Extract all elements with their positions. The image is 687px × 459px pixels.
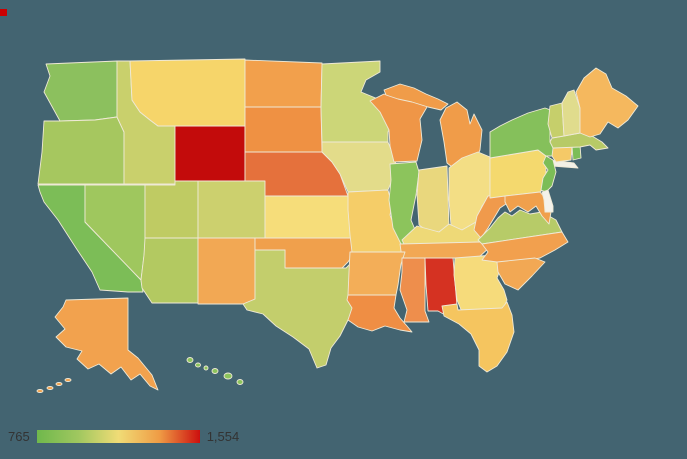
state-la[interactable] [346,294,413,333]
color-legend: 765 1,554 [8,430,239,443]
state-hi-island[interactable] [223,372,233,380]
state-in[interactable] [416,165,450,233]
state-ms[interactable] [399,257,430,323]
state-sc[interactable] [496,257,546,291]
state-tx[interactable] [242,249,375,369]
state-nd[interactable] [244,59,323,108]
state-de[interactable] [541,189,554,213]
state-sd[interactable] [244,106,323,153]
state-az[interactable] [140,237,199,304]
state-hi-island[interactable] [236,379,244,385]
state-me[interactable] [575,67,639,138]
state-wa[interactable] [43,60,118,122]
state-ak[interactable] [54,297,159,391]
ak-aleutian-island[interactable] [46,386,54,390]
state-hi-island[interactable] [211,368,219,374]
state-ks[interactable] [264,195,353,239]
state-fl[interactable] [441,301,515,373]
state-hi-island[interactable] [186,357,194,363]
ak-aleutian-island[interactable] [55,382,63,386]
state-nj[interactable] [540,155,557,193]
state-vt[interactable] [547,102,565,139]
state-ct[interactable] [551,145,573,163]
legend-max-label: 1,554 [206,429,240,444]
ak-aleutian-island[interactable] [64,378,72,382]
state-hi-island[interactable] [203,365,209,371]
red-marker [0,9,7,16]
state-pa[interactable] [489,149,547,199]
state-ut[interactable] [144,180,199,239]
state-hi-island[interactable] [195,362,201,368]
legend-min-label: 765 [8,429,30,444]
ak-aleutian-island[interactable] [36,389,44,393]
legend-gradient-bar [36,430,200,443]
state-mi-upper[interactable] [383,83,449,111]
state-co[interactable] [197,180,266,239]
state-mt[interactable] [129,58,246,127]
state-wy[interactable] [174,125,246,182]
state-tn[interactable] [399,241,491,259]
state-ar[interactable] [347,251,406,296]
state-or[interactable] [37,116,125,185]
state-nm[interactable] [197,237,256,305]
us-states-group [36,58,639,393]
